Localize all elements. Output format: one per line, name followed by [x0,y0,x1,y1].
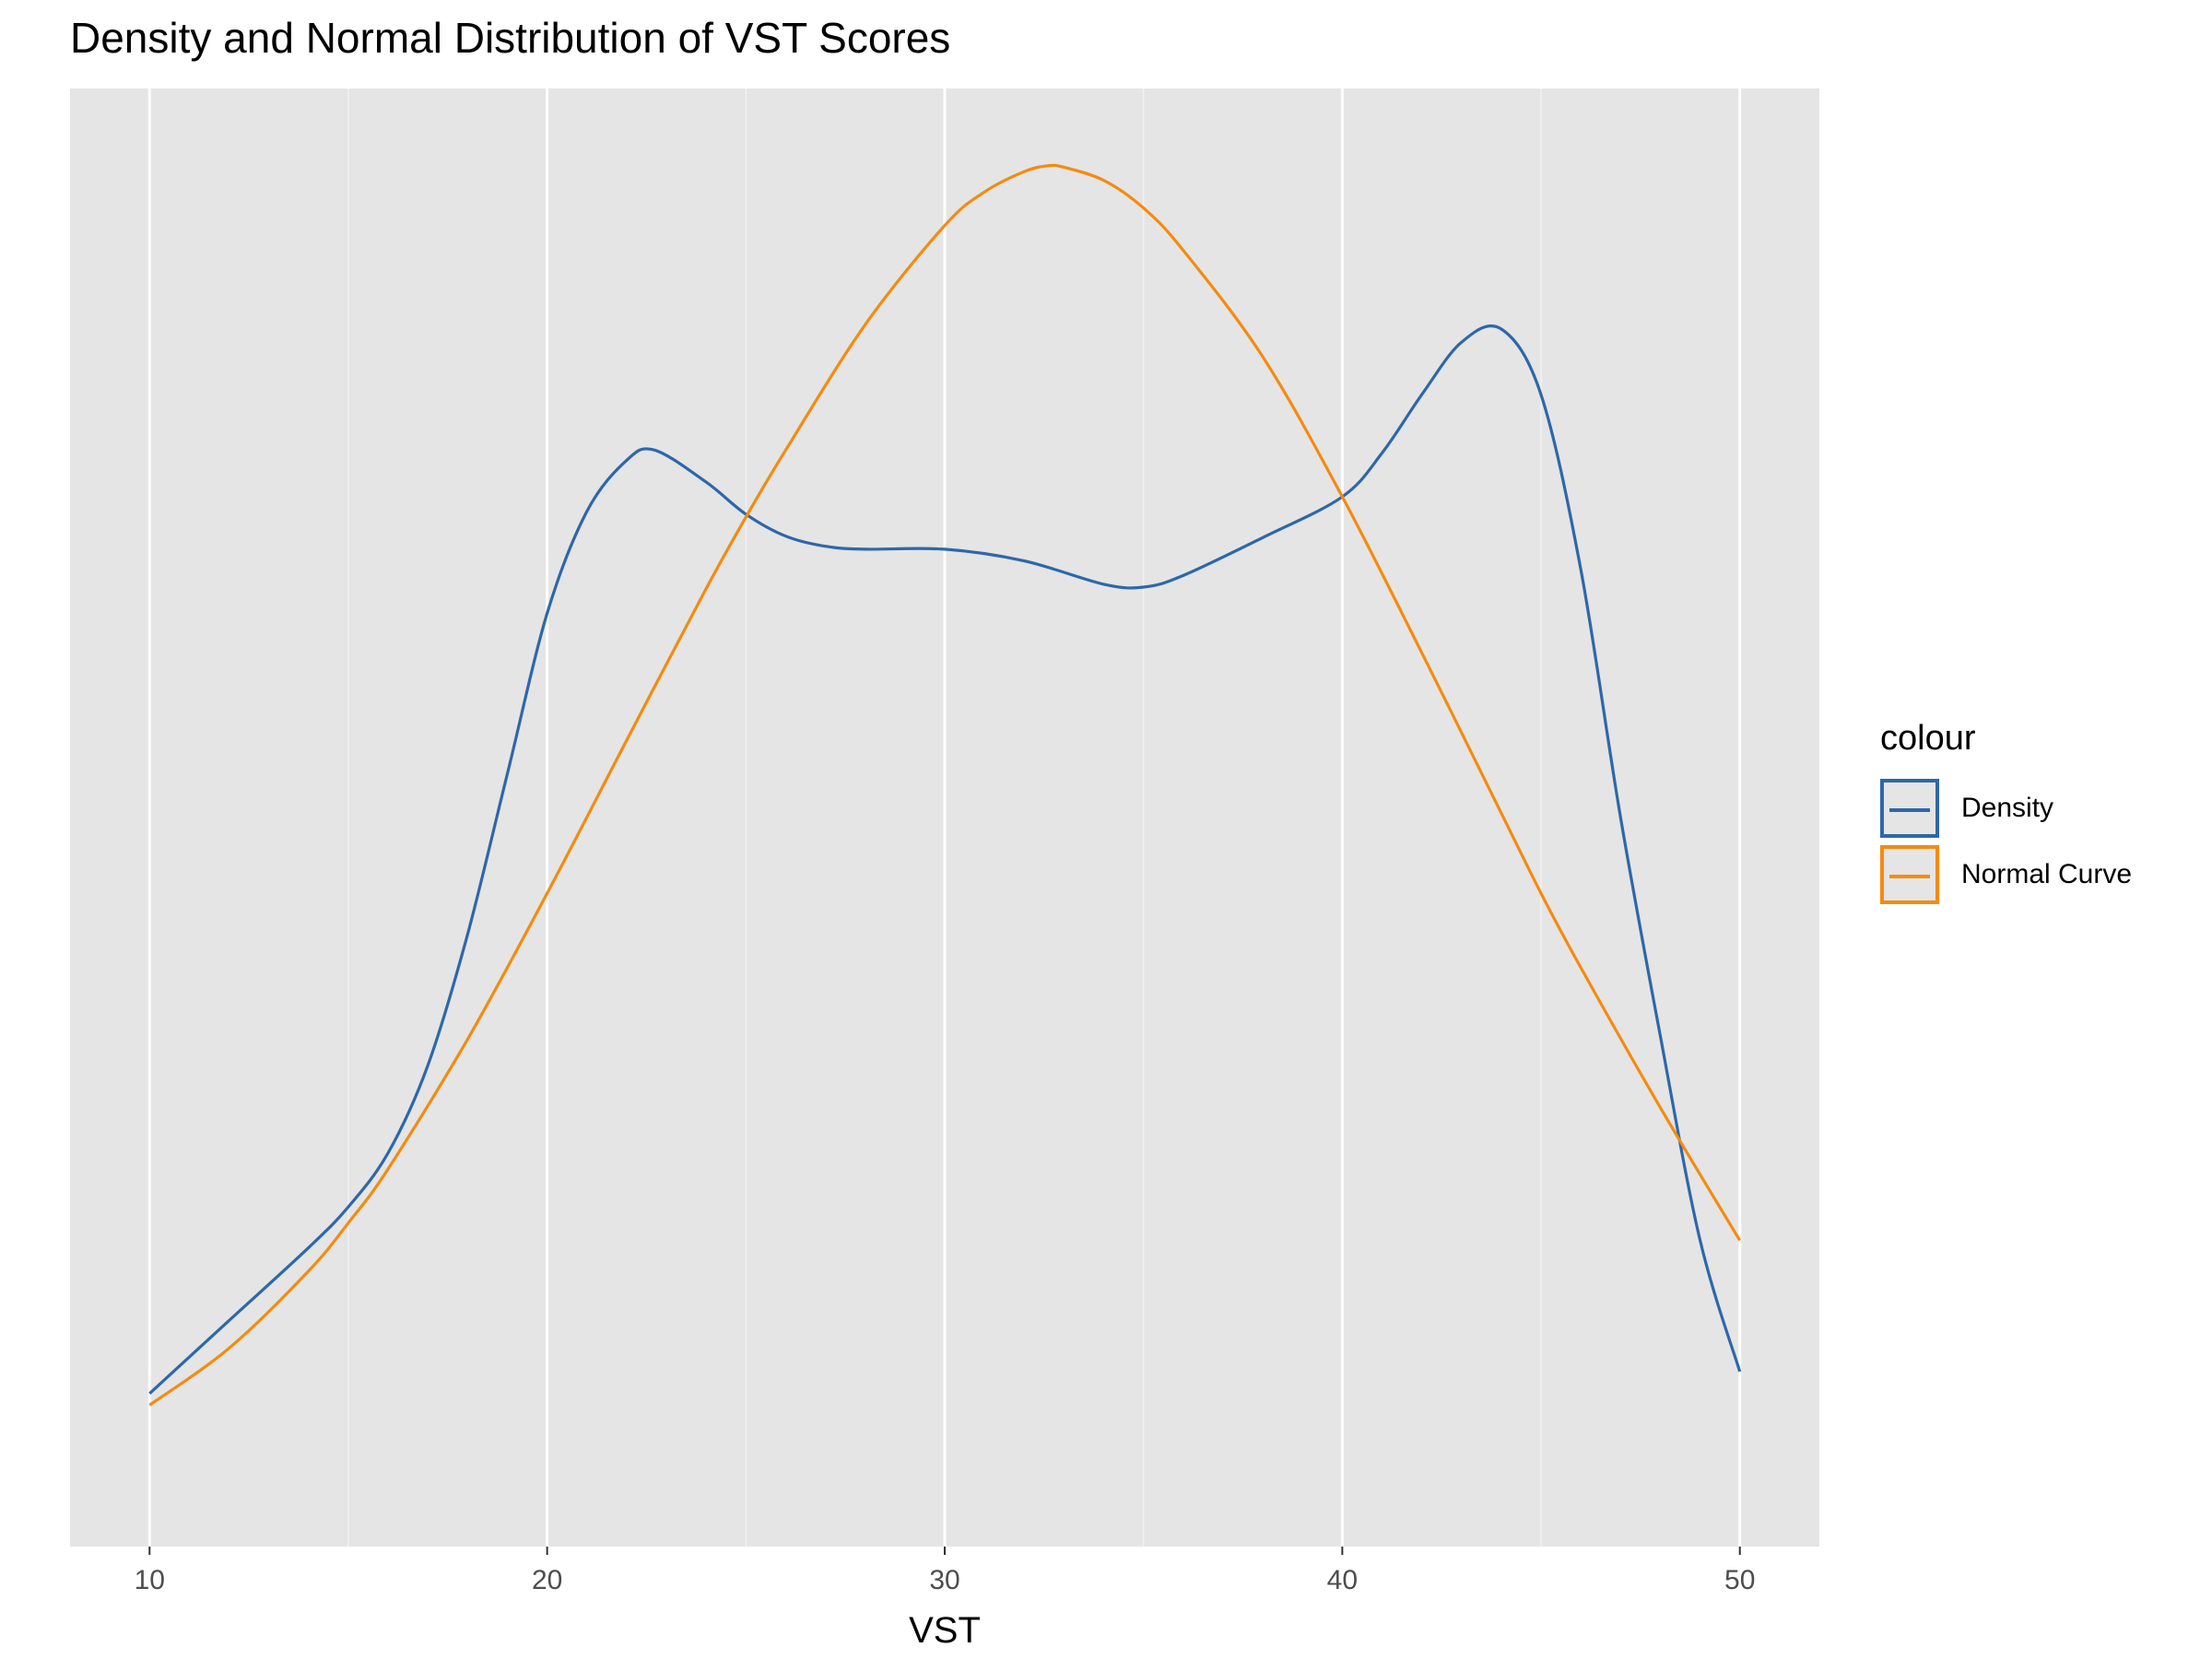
series-layer [148,163,1742,1406]
x-tick-label-40: 40 [1327,1565,1358,1595]
x-axis-ticks: 10 20 30 40 50 [135,1547,1755,1595]
minor-gridlines [347,88,1542,1547]
x-axis-title: VST [909,1610,981,1651]
legend-label-density: Density [1961,793,2054,823]
x-tick-label-30: 30 [929,1565,959,1595]
chart-title: Density and Normal Distribution of VST S… [70,14,951,62]
legend-key-density [1880,779,1939,838]
x-tick-label-10: 10 [135,1565,165,1595]
legend-swatch-density [1889,808,1930,812]
series-line-density [148,324,1742,1395]
legend-label-normal-curve: Normal Curve [1961,859,2133,889]
legend: colour Density Normal Curve [1880,719,2132,908]
x-tick-label-50: 50 [1724,1565,1755,1595]
x-tick-label-20: 20 [532,1565,562,1595]
legend-item-density[interactable]: Density [1880,775,2132,841]
legend-item-normal-curve[interactable]: Normal Curve [1880,841,2132,908]
legend-key-normal-curve [1880,845,1939,904]
series-line-normal-curve [148,163,1742,1406]
legend-swatch-normal-curve [1889,875,1930,878]
major-gridlines [147,88,1742,1547]
legend-title: colour [1880,719,1976,758]
